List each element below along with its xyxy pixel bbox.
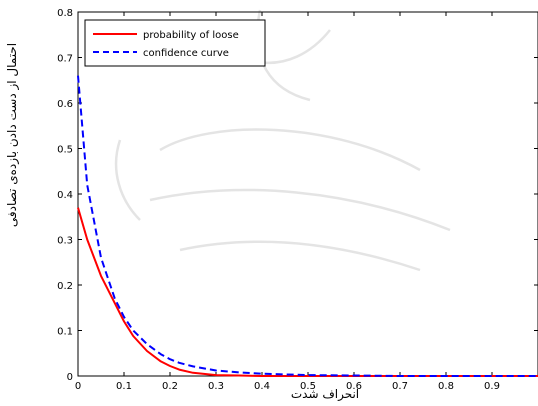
x-tick-label: 0.6 — [346, 381, 362, 392]
series-line-probability-of-loose — [77, 207, 538, 377]
legend-box — [84, 19, 266, 67]
x-tick-label: 0.9 — [484, 381, 500, 392]
y-tick-label: 0.5 — [57, 145, 73, 156]
x-tick-label: 0.2 — [162, 381, 178, 392]
series-line-confidence-curve — [77, 75, 538, 377]
y-axis-tick-labels: 0 0.1 0.2 0.3 0.4 0.5 0.6 0.7 0.8 — [57, 8, 73, 383]
y-tick-label: 0.7 — [57, 54, 73, 65]
x-axis-tick-labels: 0 0.1 0.2 0.3 0.4 0.5 0.6 0.7 0.8 0.9 — [75, 381, 500, 392]
legend-label-probability: probability of loose — [143, 30, 239, 41]
x-tick-label: 0.4 — [254, 381, 270, 392]
y-tick-label: 0.3 — [57, 236, 73, 247]
x-tick-label: 0.7 — [392, 381, 408, 392]
x-tick-label: 0.3 — [208, 381, 224, 392]
legend-label-confidence: confidence curve — [143, 48, 229, 59]
series-lines — [77, 75, 538, 377]
y-tick-label: 0.6 — [57, 99, 73, 110]
x-tick-label: 0.1 — [116, 381, 132, 392]
x-tick-label: 0.5 — [300, 381, 316, 392]
x-tick-label: 0.8 — [438, 381, 454, 392]
x-tick-label: 0 — [75, 381, 81, 392]
y-tick-label: 0 — [67, 372, 73, 383]
y-tick-label: 0.8 — [57, 8, 73, 19]
y-axis-label: احتمال از دست دادن بازده‌ی تصادفی — [5, 43, 20, 227]
y-tick-label: 0.1 — [57, 327, 73, 338]
y-tick-label: 0.2 — [57, 281, 73, 292]
y-tick-label: 0.4 — [57, 190, 73, 201]
x-axis-label: انحراف شدت — [291, 387, 359, 402]
legend: probability of loose confidence curve — [84, 19, 266, 67]
